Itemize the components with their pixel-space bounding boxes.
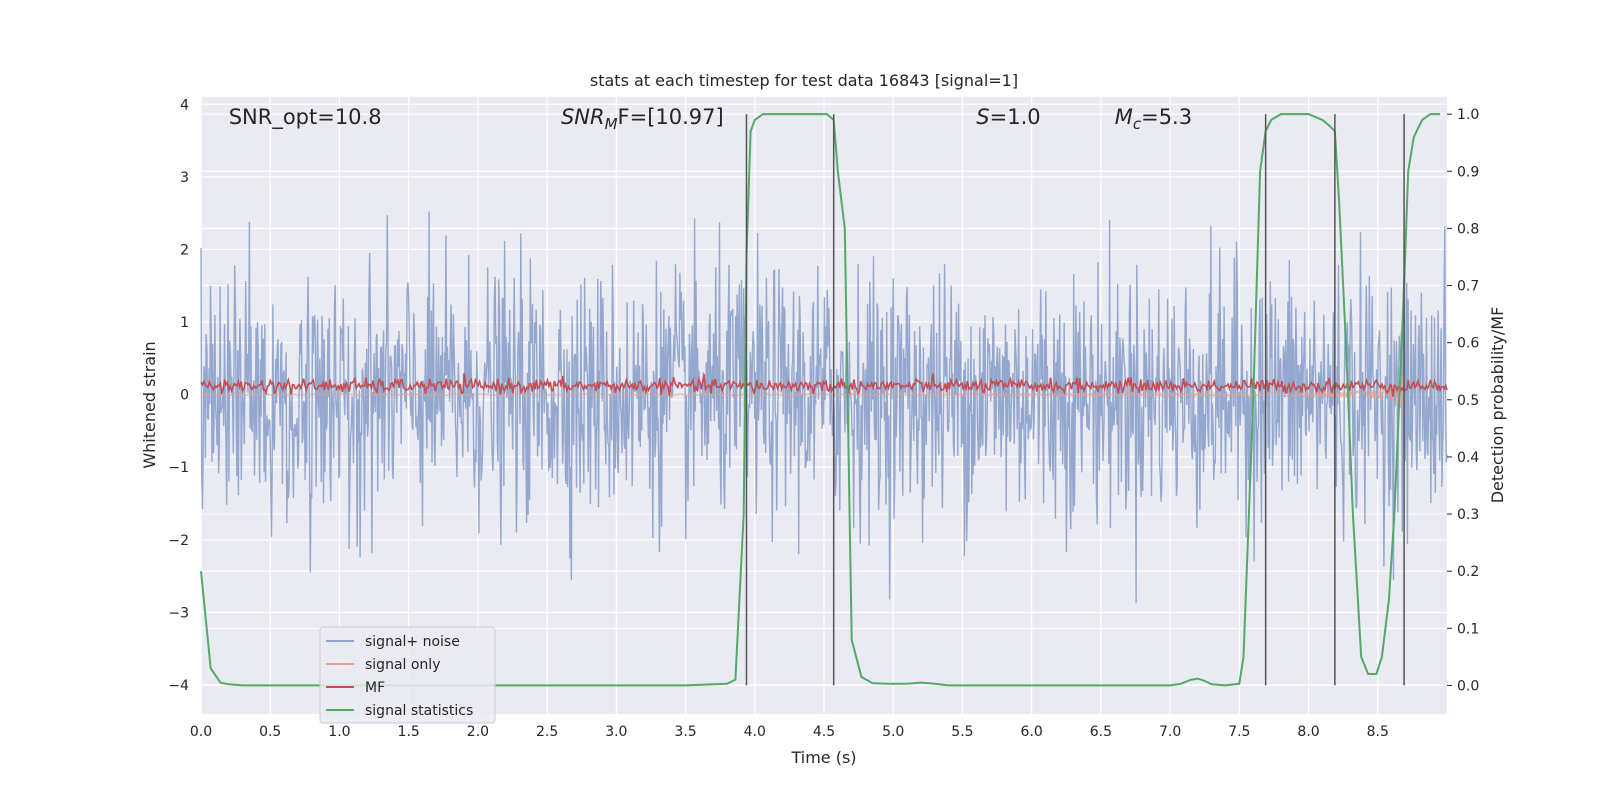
vertical-lines	[745, 114, 1405, 686]
x-axis-label: Time (s)	[790, 748, 856, 767]
y-left-tick-label: 1	[180, 315, 189, 331]
y-right-tick-label: 1.0	[1457, 107, 1479, 123]
x-tick-label: 2.0	[467, 724, 489, 740]
x-tick-label: 1.5	[398, 724, 420, 740]
left-y-ticks: 4 3 2 1 0 −1 −2 −3 −4	[168, 97, 189, 694]
series-signal-only	[200, 375, 1405, 420]
y-right-tick-label: 0.5	[1457, 393, 1479, 409]
x-tick-label: 2.5	[536, 724, 558, 740]
legend-box	[319, 626, 496, 724]
y-left-tick-label: −4	[168, 678, 189, 694]
legend-label: signal+ noise	[365, 634, 460, 650]
x-tick-label: 5.0	[882, 724, 904, 740]
x-tick-label: 0.0	[190, 724, 212, 740]
y-right-tick-label: 0.9	[1457, 164, 1479, 180]
y-right-tick-label: 0.7	[1457, 279, 1479, 295]
data-layer	[200, 113, 1448, 687]
right-y-ticks: 1.0 0.9 0.8 0.7 0.6 0.5 0.4 0.3 0.2 0.1 0.0	[1447, 107, 1479, 694]
x-ticks: 0.0 0.5 1.0 1.5 2.0 2.5 3.0 3.5 4.0 4.5 5.0 5.5 6.0 6…	[190, 724, 1389, 740]
x-tick-label: 0.5	[259, 724, 281, 740]
annotation-text: S=1.0	[976, 105, 1040, 129]
y-right-tick-label: 0.0	[1457, 678, 1479, 694]
chart-title: stats at each timestep for test data 168…	[590, 71, 1018, 90]
x-tick-label: 8.5	[1367, 724, 1389, 740]
y-left-tick-label: −1	[168, 460, 189, 476]
y-left-tick-label: 0	[180, 388, 189, 404]
y-right-tick-label: 0.3	[1457, 507, 1479, 523]
y-left-tick-label: −2	[168, 533, 189, 549]
x-tick-label: 6.5	[1090, 724, 1112, 740]
x-tick-label: 3.5	[674, 724, 696, 740]
annotation-text: Mc=5.3	[1115, 105, 1192, 133]
x-tick-label: 7.0	[1159, 724, 1181, 740]
x-tick-label: 8.0	[1297, 724, 1319, 740]
x-tick-label: 5.5	[951, 724, 973, 740]
series-signal-statistics	[200, 113, 1441, 687]
y-left-tick-label: 4	[180, 97, 189, 113]
y-right-tick-label: 0.6	[1457, 336, 1479, 352]
legend: signal+ noise signal only MF signal statist…	[319, 626, 496, 724]
annotation-text: SNRMF=[10.97]	[561, 105, 724, 133]
x-tick-label: 3.0	[605, 724, 627, 740]
y-right-tick-label: 0.4	[1457, 450, 1479, 466]
x-tick-label: 4.5	[813, 724, 835, 740]
y-left-tick-label: 3	[180, 170, 189, 186]
annotation-text: SNR_opt=10.8	[229, 105, 382, 130]
legend-label: signal statistics	[365, 703, 473, 719]
y-right-tick-label: 0.2	[1457, 564, 1479, 580]
series-signal-noise	[200, 211, 1448, 604]
annotations: SNR_opt=10.8 SNRMF=[10.97] S=1.0 Mc=5.3	[229, 105, 1192, 133]
legend-label: MF	[365, 680, 385, 696]
y-left-tick-label: −3	[168, 605, 189, 621]
x-tick-label: 4.0	[744, 724, 766, 740]
y-axis-label-right: Detection probability/MF	[1488, 307, 1507, 504]
y-right-tick-label: 0.1	[1457, 621, 1479, 637]
y-left-tick-label: 2	[180, 242, 189, 258]
y-right-tick-label: 0.8	[1457, 221, 1479, 237]
x-tick-label: 7.5	[1228, 724, 1250, 740]
x-tick-label: 6.0	[1021, 724, 1043, 740]
x-tick-label: 1.0	[328, 724, 350, 740]
series-mf	[200, 373, 1448, 397]
legend-label: signal only	[365, 657, 440, 673]
y-axis-label-left: Whitened strain	[140, 341, 159, 468]
